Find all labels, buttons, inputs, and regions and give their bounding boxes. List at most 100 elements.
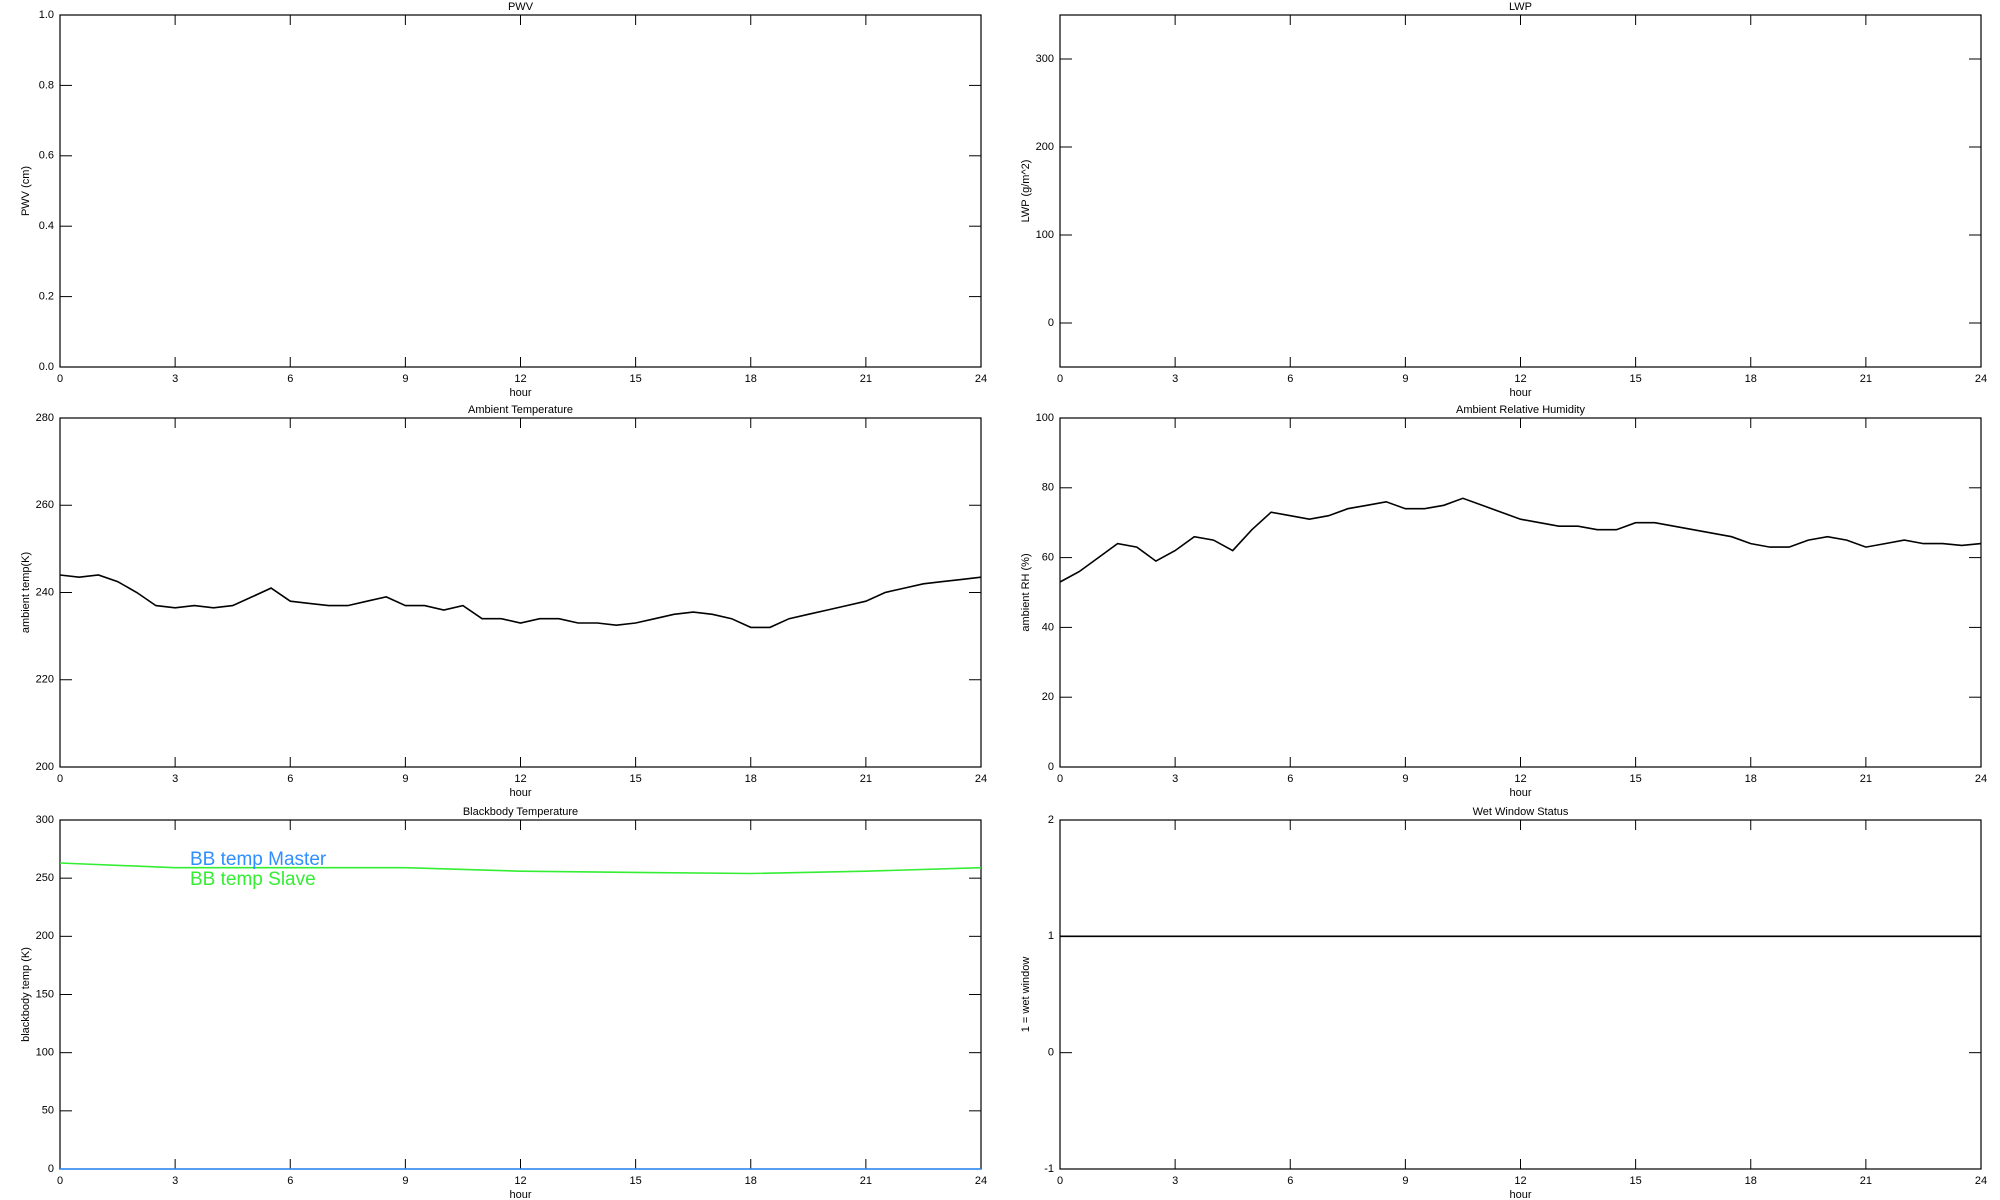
y-tick-label: 0.2 (39, 291, 54, 303)
x-tick-label: 12 (514, 373, 526, 385)
x-tick-label: 24 (1975, 773, 1987, 785)
x-tick-label: 15 (630, 1175, 642, 1187)
x-tick-label: 18 (1745, 373, 1757, 385)
y-tick-label: 100 (36, 1047, 54, 1059)
x-tick-label: 12 (514, 773, 526, 785)
x-tick-label: 12 (1514, 373, 1526, 385)
x-tick-label: 9 (402, 1175, 408, 1187)
plot-frame (1059, 819, 1982, 1170)
y-tick-label: 200 (36, 930, 54, 942)
series-line (59, 862, 982, 875)
y-axis-label: 1 = wet window (1020, 957, 1032, 1033)
x-tick-label: 18 (745, 373, 757, 385)
chart-title: LWP (1509, 1, 1532, 13)
chart-title: Blackbody Temperature (463, 806, 578, 818)
x-tick-label: 15 (1630, 773, 1642, 785)
y-tick-label: 220 (36, 674, 54, 686)
y-tick-label: 280 (36, 412, 54, 424)
x-tick-label: 3 (1172, 373, 1178, 385)
x-tick-label: 6 (287, 773, 293, 785)
x-axis-label: hour (509, 787, 531, 799)
y-tick-label: 0.4 (39, 220, 54, 232)
y-tick-label: 260 (36, 499, 54, 511)
y-tick-label: 0.0 (39, 361, 54, 373)
x-tick-label: 18 (745, 773, 757, 785)
x-tick-label: 0 (57, 1175, 63, 1187)
y-tick-label: 0 (1048, 1047, 1054, 1059)
y-tick-label: 50 (42, 1105, 54, 1117)
x-tick-label: 18 (745, 1175, 757, 1187)
x-tick-label: 6 (1287, 1175, 1293, 1187)
x-tick-label: 0 (1057, 1175, 1063, 1187)
x-tick-label: 24 (1975, 373, 1987, 385)
x-tick-label: 6 (287, 1175, 293, 1187)
x-tick-label: 12 (1514, 1175, 1526, 1187)
y-tick-label: 0.6 (39, 150, 54, 162)
y-axis-label: LWP (g/m^2) (1020, 160, 1032, 223)
x-tick-label: 15 (630, 773, 642, 785)
y-axis-label: PWV (cm) (20, 166, 32, 216)
x-tick-label: 18 (1745, 1175, 1757, 1187)
x-tick-label: 6 (287, 373, 293, 385)
x-tick-label: 24 (975, 1175, 987, 1187)
x-tick-label: 21 (860, 373, 872, 385)
x-tick-label: 0 (1057, 373, 1063, 385)
x-tick-label: 9 (402, 773, 408, 785)
x-tick-label: 12 (514, 1175, 526, 1187)
plot-frame (59, 417, 982, 768)
x-tick-label: 3 (172, 1175, 178, 1187)
y-tick-label: 100 (1036, 229, 1054, 241)
y-tick-label: 80 (1042, 482, 1054, 494)
y-tick-label: 150 (36, 988, 54, 1000)
legend-entry: BB temp Slave (190, 869, 316, 890)
chart-title: Ambient Relative Humidity (1456, 404, 1585, 416)
plot-frame (59, 14, 982, 368)
x-tick-label: 3 (172, 373, 178, 385)
data-line (59, 574, 982, 629)
x-tick-label: 0 (57, 773, 63, 785)
y-tick-label: 0.8 (39, 79, 54, 91)
x-axis-label: hour (1509, 787, 1531, 799)
plot-frame (1059, 417, 1982, 768)
x-tick-label: 21 (1860, 1175, 1872, 1187)
x-tick-label: 21 (860, 1175, 872, 1187)
x-axis-label: hour (509, 387, 531, 399)
y-axis-label: blackbody temp (K) (20, 947, 32, 1042)
x-tick-label: 3 (1172, 773, 1178, 785)
y-tick-label: 250 (36, 872, 54, 884)
x-tick-label: 9 (1402, 773, 1408, 785)
x-tick-label: 24 (975, 373, 987, 385)
x-tick-label: 21 (1860, 373, 1872, 385)
chart-title: Ambient Temperature (468, 404, 573, 416)
chart-title: PWV (508, 1, 534, 13)
y-tick-label: 100 (1036, 412, 1054, 424)
x-tick-label: 3 (172, 773, 178, 785)
x-tick-label: 15 (1630, 1175, 1642, 1187)
data-line (1059, 497, 1982, 583)
x-tick-label: 0 (1057, 773, 1063, 785)
y-tick-label: 0 (1048, 317, 1054, 329)
x-tick-label: 24 (975, 773, 987, 785)
y-tick-label: 1 (1048, 930, 1054, 942)
x-tick-label: 3 (1172, 1175, 1178, 1187)
y-axis-label: ambient temp(K) (20, 552, 32, 633)
x-tick-label: 12 (1514, 773, 1526, 785)
y-tick-label: 300 (1036, 53, 1054, 65)
y-axis-label: ambient RH (%) (1020, 553, 1032, 631)
y-tick-label: 60 (1042, 552, 1054, 564)
x-tick-label: 21 (1860, 773, 1872, 785)
x-tick-label: 9 (1402, 1175, 1408, 1187)
x-axis-label: hour (1509, 1189, 1531, 1200)
x-axis-label: hour (1509, 387, 1531, 399)
x-tick-label: 6 (1287, 773, 1293, 785)
x-tick-label: 9 (1402, 373, 1408, 385)
y-tick-label: 200 (36, 761, 54, 773)
y-tick-label: 40 (1042, 621, 1054, 633)
y-tick-label: 240 (36, 586, 54, 598)
legend-entry: BB temp Master (190, 849, 327, 870)
y-tick-label: 1.0 (39, 9, 54, 21)
y-tick-label: 300 (36, 814, 54, 826)
y-tick-label: 200 (1036, 141, 1054, 153)
y-tick-label: -1 (1044, 1163, 1054, 1175)
